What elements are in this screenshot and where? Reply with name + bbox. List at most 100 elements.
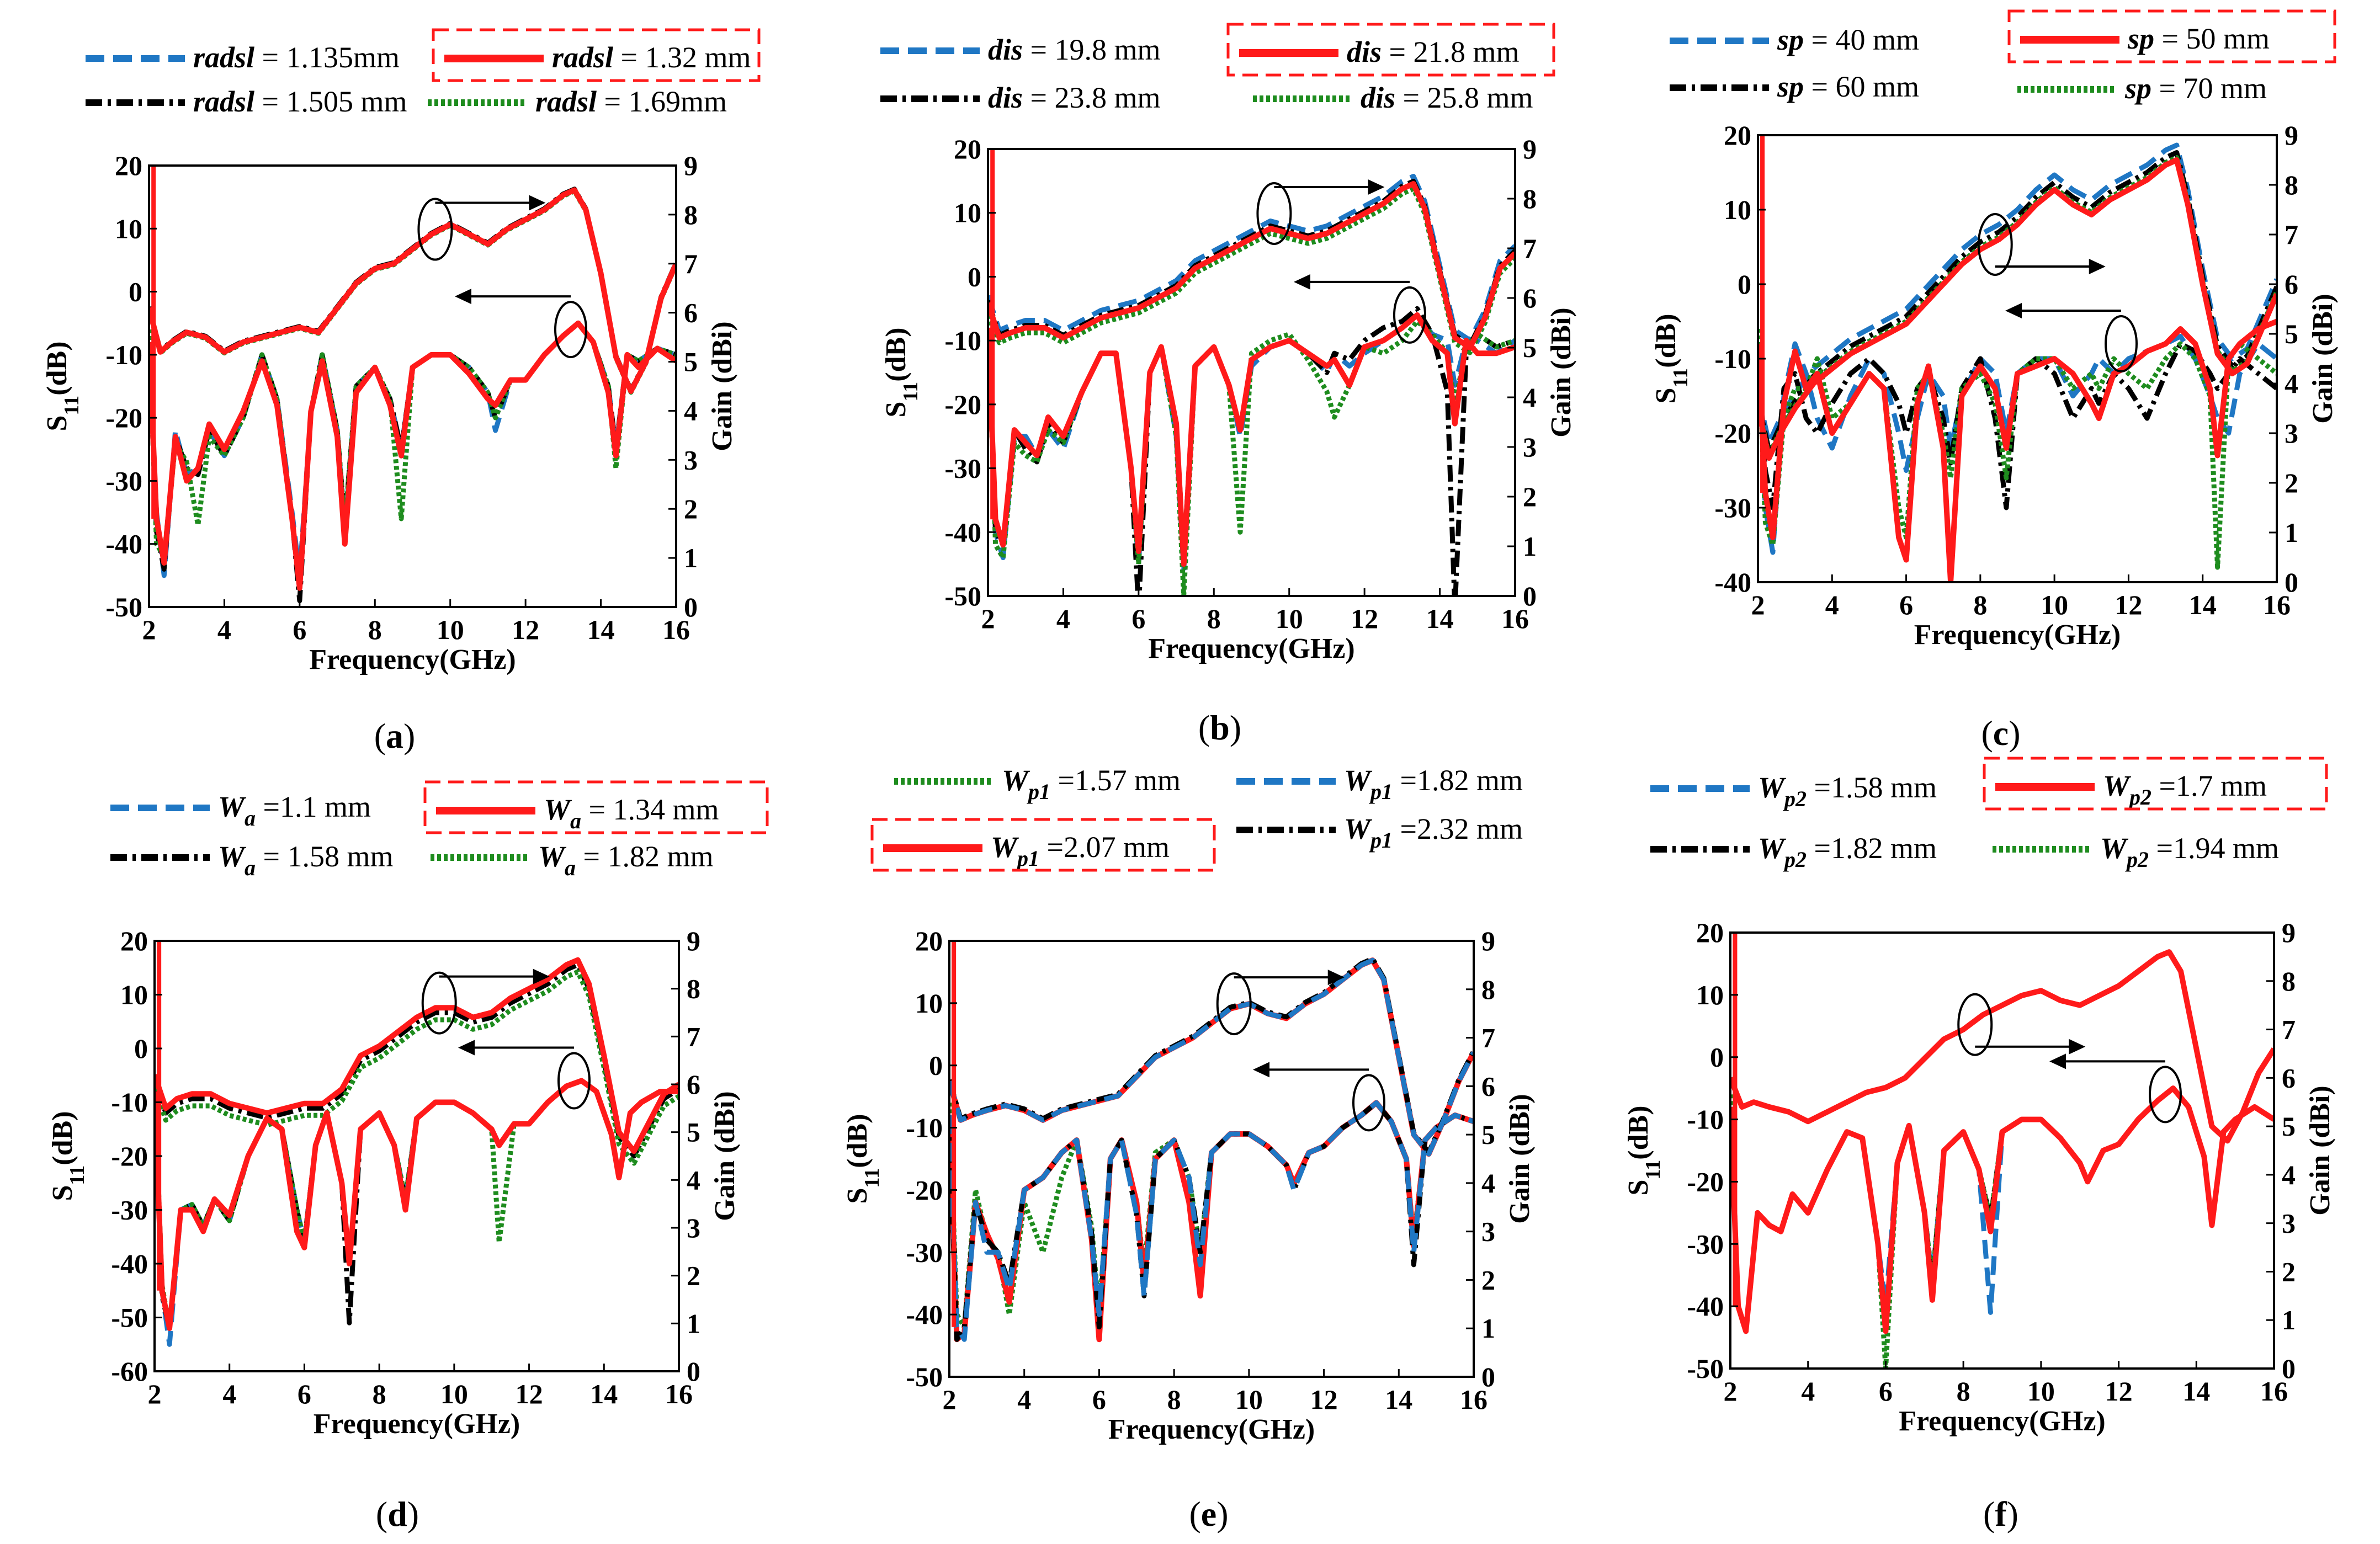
y2-axis-title: Gain (dBi) [2307,294,2339,424]
y-tick-label: -40 [105,529,142,560]
y-tick-label: -10 [111,1087,148,1118]
x-tick-label: 14 [2182,1376,2210,1407]
x-tick-label: 8 [1167,1384,1181,1415]
y-tick-label: -50 [111,1302,148,1333]
y-axis-title-main: S [1623,1180,1654,1196]
gain-arrow-head-icon [533,968,550,984]
y2-tick-label: 4 [687,1164,700,1195]
x-tick-label: 10 [440,1378,468,1409]
y-axis-title-main: S [47,1185,78,1201]
legend-var: radsl [535,85,597,118]
legend-var: radsl [193,41,254,74]
x-tick-label: 2 [981,603,995,634]
y-tick-label: 0 [1738,269,1751,300]
gain-arrow-head-icon [2089,259,2106,274]
chart-panel-a: 2 4 6 8 10 12 14 16-50-40-30-20-100102001234567… [41,28,761,755]
y-axis-title-main: S [41,416,73,432]
y2-tick-label: 3 [2282,1208,2296,1239]
legend-highlight-box [432,28,761,82]
s11-curve-e-1 [949,1100,1474,1342]
y2-tick-label: 0 [2282,1353,2296,1384]
y-tick-label: 10 [954,198,981,228]
y2-tick-label: 7 [2285,219,2298,250]
s11-curve-b-2 [988,306,1515,596]
x-tick-label: 6 [1092,1384,1106,1415]
legend-label-3: Wp1 =2.32 mm [1344,812,1523,853]
y2-tick-label: 1 [687,1308,700,1339]
x-tick-label: 10 [2041,589,2068,620]
s11-annotation-ellipse [557,1052,591,1110]
x-tick-label: 8 [1973,589,1987,620]
x-tick-label: 4 [1801,1376,1815,1407]
y-tick-label: 20 [120,925,148,956]
y2-tick-label: 5 [2285,318,2298,349]
y-tick-label: 0 [929,1050,943,1081]
legend-var: sp [1777,70,1804,103]
legend-var: W [991,830,1019,864]
y2-tick-label: 9 [687,925,700,956]
chart-panel-f: 2 4 6 8 10 12 14 16-50-40-30-20-100102001234567… [1623,757,2336,1534]
y-tick-label: -10 [906,1112,943,1143]
y2-axis-title: Gain (dBi) [1504,1094,1536,1224]
legend-val: =1.82 mm [1807,832,1937,865]
x-tick-label: 2 [1751,589,1765,620]
y-tick-label: 0 [968,261,981,292]
legend-sub: a [570,808,581,833]
y2-axis-title: Gain (dBi) [709,1091,741,1221]
panel-caption: (d) [376,1494,419,1534]
y-tick-label: -40 [906,1299,943,1330]
legend-label-0: Wa =1.1 mm [218,790,371,830]
y2-tick-label: 7 [684,248,698,279]
x-tick-label: 2 [943,1384,957,1415]
legend-label-2: sp = 60 mm [1777,70,1919,103]
caption-letter: d [387,1494,407,1534]
y-tick-label: 0 [134,1033,148,1064]
y2-tick-label: 8 [1523,183,1537,214]
s11-annotation-ellipse [1352,1074,1385,1132]
legend-var: W [218,840,247,873]
panel-caption: (e) [1189,1494,1228,1534]
legend-label-2: radsl = 1.505 mm [193,85,407,118]
caption-letter: a [386,716,403,755]
gain-curve-c-0 [1758,142,2277,446]
legend-sub: p1 [1369,779,1393,804]
y2-tick-label: 0 [2285,567,2298,598]
panel-caption: (a) [374,716,416,755]
legend-val: = 1.32 mm [613,41,751,74]
x-tick-label: 16 [1460,1384,1488,1415]
s11-curve-e-2 [949,1100,1474,1343]
gain-curve-c-2 [1758,150,2277,453]
y-axis-title-unit: (dB) [842,1114,873,1168]
legend-label-2: dis = 23.8 mm [988,81,1161,114]
y2-tick-label: 6 [1523,283,1537,313]
y-axis-title: S11(dB) [41,341,83,431]
x-tick-label: 12 [2115,589,2142,620]
legend-val: =2.32 mm [1393,812,1523,845]
y-axis-title-unit: (dB) [41,341,73,395]
panel-caption: (f) [1983,1494,2018,1534]
legend-val: = 1.58 mm [256,840,393,873]
legend-val: = 1.505 mm [254,85,407,118]
y2-tick-label: 8 [1481,974,1495,1005]
legend-label-1: Wp1 =1.82 mm [1344,764,1523,804]
y-tick-label: -30 [111,1195,148,1226]
legend-var: sp [2127,22,2154,55]
plot-frame [1729,931,2275,1370]
y2-tick-label: 1 [1481,1313,1495,1344]
y-tick-label: -30 [906,1237,943,1268]
legend-var: W [1758,832,1787,865]
y-tick-label: -20 [1714,418,1751,449]
legend-label-1: Wa = 1.34 mm [544,793,719,833]
legend-label-3: sp = 70 mm [2124,72,2267,105]
gain-annotation-ellipse [417,198,453,261]
y-axis-title-unit: (dB) [880,327,912,381]
y2-tick-label: 0 [1481,1361,1495,1392]
y-tick-label: 20 [954,134,981,164]
legend-val: = 1.69mm [597,85,727,118]
legend-var: W [218,790,247,823]
y2-tick-label: 7 [1481,1023,1495,1053]
gain-annotation-ellipse [1957,993,1993,1056]
y2-tick-label: 2 [1523,481,1537,512]
y2-axis-title: Gain (dBi) [706,321,738,451]
y2-tick-label: 5 [1523,332,1537,363]
